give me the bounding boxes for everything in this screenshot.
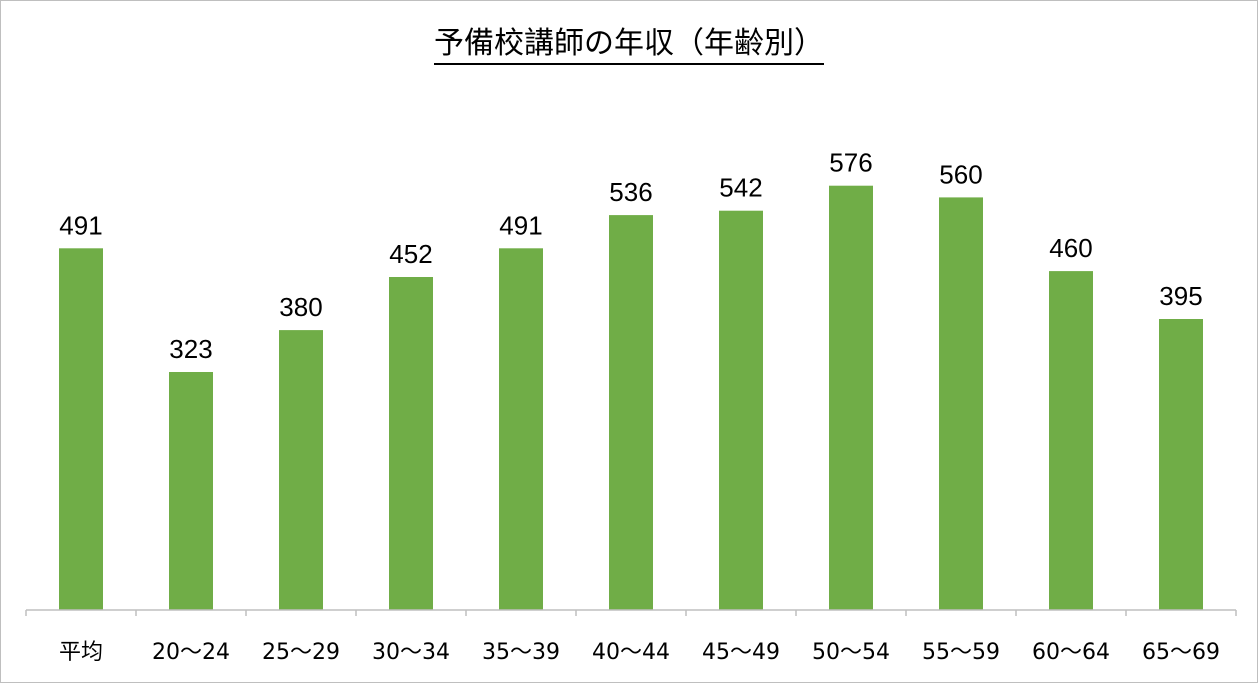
data-label-3: 452 — [389, 239, 432, 269]
bar-4 — [499, 248, 543, 611]
data-label-4: 491 — [499, 210, 542, 240]
data-label-0: 491 — [59, 210, 102, 240]
data-labels-group: 491 323 380 452 491 536 542 576 560 460 395 — [59, 148, 1202, 364]
bar-6 — [719, 210, 763, 610]
bar-1 — [169, 372, 213, 610]
bar-9 — [1049, 271, 1093, 610]
x-tick-label-4: 35～39 — [482, 640, 560, 665]
chart-title: 予備校講師の年収（年齢別） — [0, 18, 1258, 65]
x-tick-labels-group: 平均 20～24 25～29 30～34 35～39 40～44 45～49 50～54 55～… — [59, 640, 1220, 665]
data-label-5: 536 — [609, 177, 652, 207]
x-tick-label-6: 45～49 — [702, 640, 780, 665]
data-label-7: 576 — [829, 148, 872, 178]
bar-2 — [279, 330, 323, 610]
bar-0 — [59, 248, 103, 611]
data-label-1: 323 — [169, 334, 212, 364]
x-tick-label-9: 60～64 — [1032, 640, 1110, 665]
bar-8 — [939, 197, 983, 610]
data-label-2: 380 — [279, 292, 322, 322]
data-label-10: 395 — [1159, 281, 1202, 311]
bar-7 — [829, 185, 873, 610]
x-tick-label-0: 平均 — [59, 640, 103, 665]
bar-10 — [1159, 319, 1203, 610]
x-tick-label-3: 30～34 — [372, 640, 450, 665]
bar-5 — [609, 215, 653, 610]
data-label-9: 460 — [1049, 233, 1092, 263]
x-tick-label-1: 20～24 — [152, 640, 230, 665]
x-tick-label-10: 65～69 — [1142, 640, 1220, 665]
x-axis — [25, 609, 1237, 616]
data-label-8: 560 — [939, 159, 982, 189]
x-tick-label-8: 55～59 — [922, 640, 1000, 665]
x-tick-label-7: 50～54 — [812, 640, 890, 665]
bar-3 — [389, 277, 433, 610]
bars-group — [59, 185, 1203, 611]
x-tick-label-5: 40～44 — [592, 640, 670, 665]
x-tick-label-2: 25～29 — [262, 640, 340, 665]
chart-title-text: 予備校講師の年収（年齢別） — [434, 26, 824, 65]
data-label-6: 542 — [719, 173, 762, 203]
